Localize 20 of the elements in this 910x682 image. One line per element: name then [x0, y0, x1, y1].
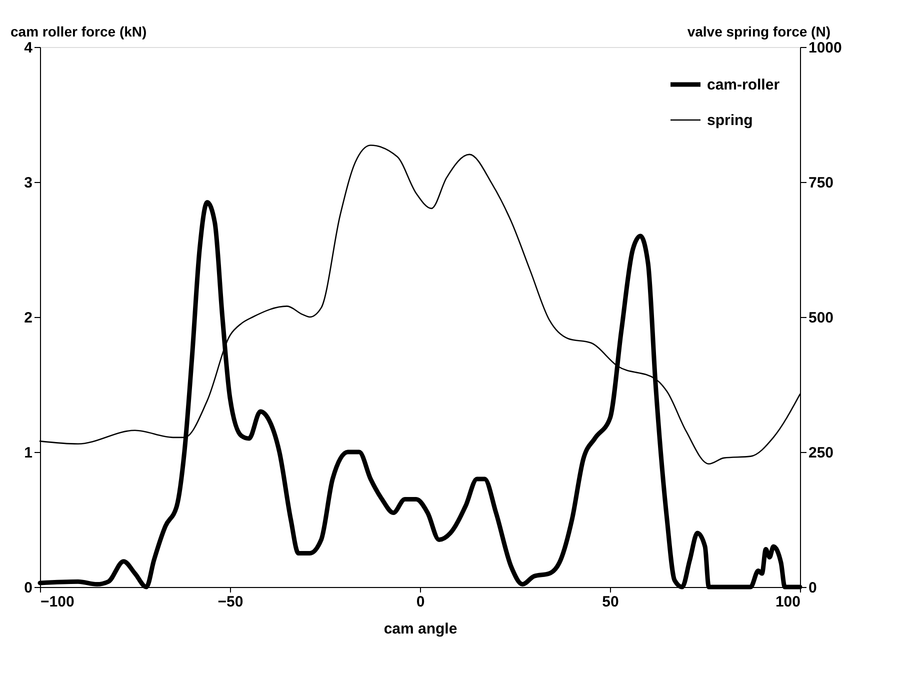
- y-tick-label: 1: [24, 444, 32, 462]
- y2-tick-label: 750: [808, 174, 834, 192]
- y-axis-title: cam roller force (kN): [10, 24, 147, 40]
- y2-tick-label: 1000: [808, 40, 842, 56]
- y-tick-label: 0: [24, 580, 32, 596]
- x-axis-title: cam angle: [384, 620, 458, 638]
- x-tick-label: −50: [218, 594, 244, 610]
- x-tick-label: 0: [416, 594, 425, 610]
- x-tick-label: −100: [40, 594, 74, 610]
- legend-label: spring: [707, 112, 753, 129]
- x-tick-label: 100: [775, 594, 800, 610]
- y-tick-label: 2: [24, 310, 32, 326]
- legend-label: cam-roller: [707, 76, 780, 94]
- y2-tick-label: 500: [808, 310, 834, 326]
- y-tick-label: 4: [24, 40, 34, 56]
- y2-tick-label: 250: [808, 444, 834, 462]
- y-tick-label: 3: [24, 174, 32, 192]
- y2-axis-title: valve spring force (N): [687, 24, 830, 40]
- x-tick-label: 50: [602, 594, 619, 610]
- y2-tick-label: 0: [808, 580, 817, 596]
